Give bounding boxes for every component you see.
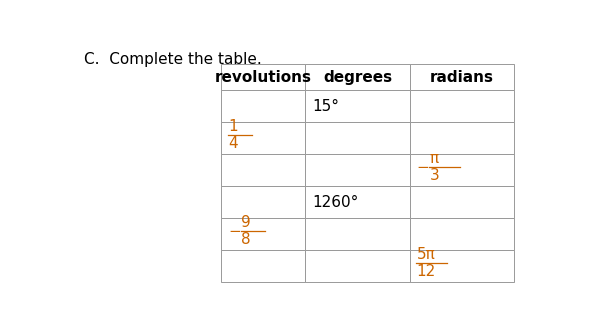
Bar	[221, 122, 305, 154]
Bar	[305, 218, 410, 251]
Text: 1: 1	[229, 119, 238, 134]
Bar	[305, 90, 410, 122]
Text: 15°: 15°	[312, 99, 339, 114]
Bar	[410, 90, 514, 122]
Bar	[221, 154, 305, 187]
Text: −: −	[229, 224, 241, 239]
Text: degrees: degrees	[323, 70, 392, 85]
Bar	[221, 187, 305, 218]
Text: 9: 9	[241, 215, 251, 230]
Text: C.  Complete the table.: C. Complete the table.	[84, 52, 262, 67]
Bar	[221, 90, 305, 122]
Text: revolutions: revolutions	[215, 70, 312, 85]
Bar	[221, 64, 305, 90]
Text: 12: 12	[417, 264, 436, 279]
Text: 1260°: 1260°	[312, 195, 359, 210]
Bar	[410, 154, 514, 187]
Text: 3: 3	[430, 168, 440, 183]
Text: radians: radians	[430, 70, 494, 85]
Bar	[221, 251, 305, 282]
Bar	[410, 251, 514, 282]
Bar	[305, 251, 410, 282]
Bar	[410, 64, 514, 90]
Text: 5π: 5π	[417, 247, 436, 262]
Bar	[305, 154, 410, 187]
Bar	[305, 187, 410, 218]
Bar	[410, 187, 514, 218]
Bar	[410, 218, 514, 251]
Bar	[410, 122, 514, 154]
Text: 4: 4	[229, 136, 238, 151]
Text: 8: 8	[241, 232, 251, 247]
Text: −: −	[417, 160, 430, 175]
Text: π: π	[430, 151, 439, 166]
Bar	[305, 122, 410, 154]
Bar	[221, 218, 305, 251]
Bar	[305, 64, 410, 90]
